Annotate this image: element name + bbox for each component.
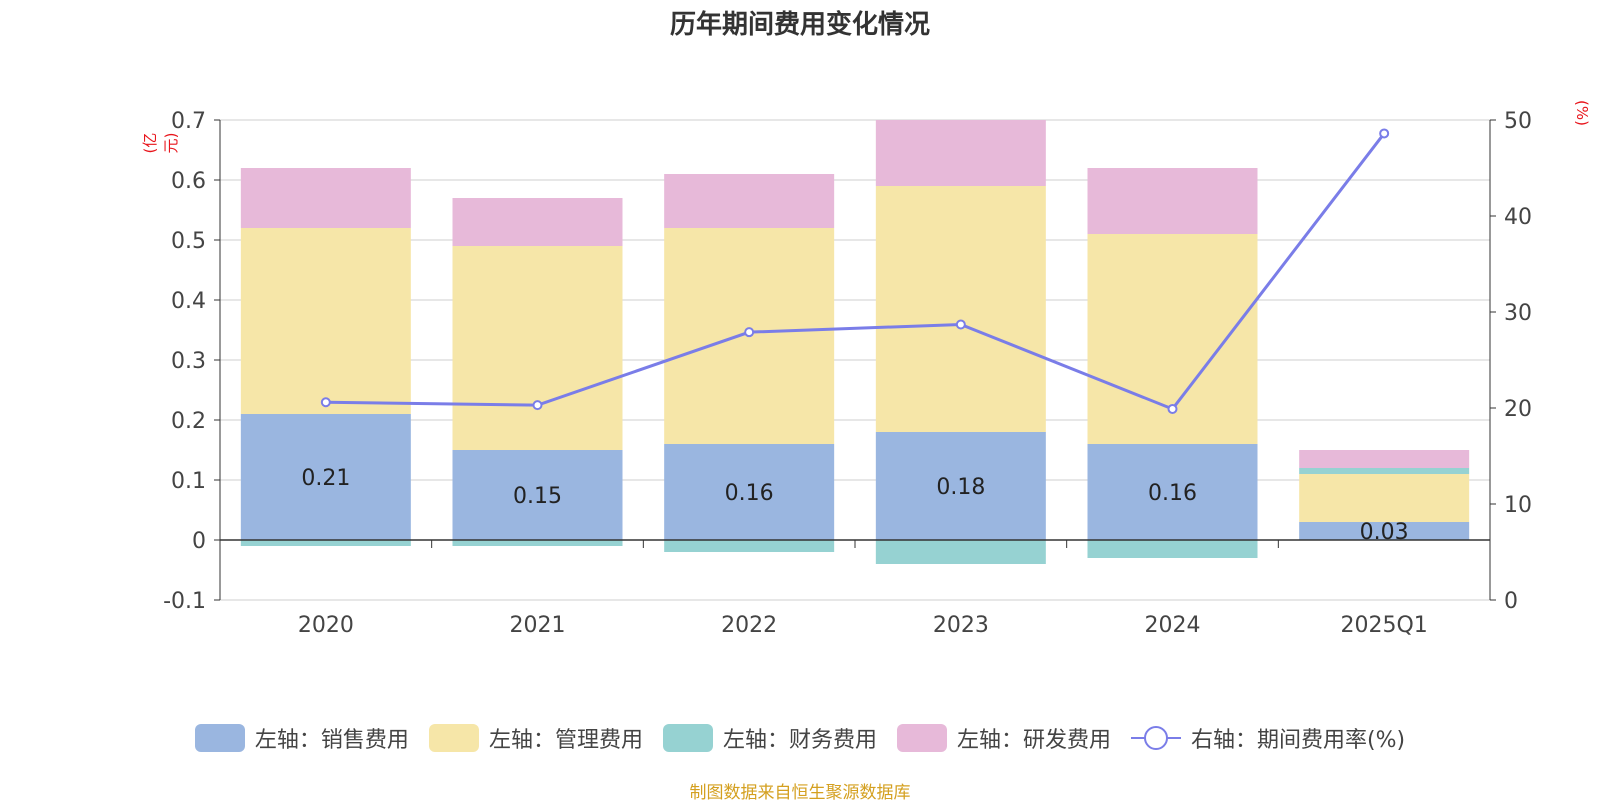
left-tick-label: 0.2 (171, 409, 206, 434)
right-tick-label: 30 (1504, 301, 1532, 326)
bar-rd (452, 198, 623, 246)
bar-mgmt (875, 186, 1046, 432)
legend-label-sales: 左轴：销售费用 (254, 728, 409, 753)
source-note: 制图数据来自恒生聚源数据库 (689, 783, 911, 803)
legend-line-marker (1143, 726, 1168, 750)
bar-fin (1087, 540, 1258, 558)
line-point-rate (1379, 128, 1390, 139)
bar-label-sales: 0.03 (1360, 520, 1409, 545)
line-point-rate (532, 400, 543, 411)
left-tick-label: 0.3 (171, 349, 206, 374)
legend-item-rd[interactable]: 左轴：研发费用 (896, 722, 1111, 754)
line-point-rate (1167, 403, 1178, 414)
left-tick-label: 0 (192, 529, 206, 554)
bar-label-sales: 0.16 (725, 481, 774, 506)
bar-fin (1299, 468, 1470, 474)
line-point-rate (320, 397, 331, 408)
right-tick-label: 50 (1504, 109, 1532, 134)
bar-fin (875, 540, 1046, 564)
legend-swatch-fin (662, 724, 713, 752)
bar-rd (875, 120, 1046, 186)
x-tick-label: 2020 (298, 613, 354, 638)
bar-label-sales: 0.21 (301, 466, 350, 491)
bar-label-sales: 0.16 (1148, 481, 1197, 506)
left-tick-label: 0.7 (171, 109, 206, 134)
x-tick-label: 2022 (721, 613, 777, 638)
legend-item-sales[interactable]: 左轴：销售费用 (194, 722, 409, 754)
bar-sales (240, 414, 411, 540)
chart-title: 历年期间费用变化情况 (669, 10, 930, 40)
legend-item-line[interactable]: 右轴：期间费用率(%) (1130, 722, 1406, 754)
legend-label-line: 右轴：期间费用率(%) (1190, 728, 1406, 753)
bar-sales (452, 450, 623, 540)
bar-rd (1299, 450, 1470, 468)
legend-line-icon (1130, 724, 1181, 752)
x-tick-label: 2025Q1 (1341, 613, 1428, 638)
bar-fin (664, 540, 835, 552)
right-tick-label: 40 (1504, 205, 1532, 230)
legend-label-fin: 左轴：财务费用 (722, 728, 877, 753)
legend-item-fin[interactable]: 左轴：财务费用 (662, 722, 877, 754)
bar-sales (875, 432, 1046, 540)
bar-label-sales: 0.18 (936, 475, 985, 500)
left-tick-label: 0.6 (171, 169, 206, 194)
legend-item-mgmt[interactable]: 左轴：管理费用 (428, 722, 643, 754)
bar-fin (240, 540, 411, 546)
left-tick-label: -0.1 (163, 589, 206, 614)
bar-fin (452, 540, 623, 546)
bar-rd (1087, 168, 1258, 234)
bar-sales (664, 444, 835, 540)
bar-sales (1087, 444, 1258, 540)
left-tick-label: 0.1 (171, 469, 206, 494)
legend-label-rd: 左轴：研发费用 (956, 728, 1111, 753)
x-tick-label: 2021 (510, 613, 566, 638)
bar-mgmt (1299, 474, 1470, 522)
bar-mgmt (452, 246, 623, 450)
line-point-rate (955, 319, 966, 330)
x-tick-label: 2023 (933, 613, 989, 638)
right-tick-label: 0 (1504, 589, 1518, 614)
x-tick-label: 2024 (1145, 613, 1201, 638)
left-tick-label: 0.5 (171, 229, 206, 254)
bar-rd (240, 168, 411, 228)
bar-mgmt (240, 228, 411, 414)
right-tick-label: 20 (1504, 397, 1532, 422)
left-tick-label: 0.4 (171, 289, 206, 314)
legend-swatch-sales (194, 724, 245, 752)
legend-swatch-rd (896, 724, 947, 752)
chart-canvas: -0.1 0 0.1 0.2 0.3 0.4 0.5 0.6 0.7 0 10 20 30 40 50 0.2… (163, 109, 1532, 638)
legend-swatch-mgmt (428, 724, 479, 752)
legend: 左轴：销售费用 左轴：管理费用 左轴：财务费用 左轴：研发费用 右轴：期间费用率… (0, 722, 1600, 754)
line-series-rate (325, 132, 1386, 411)
line-point-rate (744, 327, 755, 338)
legend-label-mgmt: 左轴：管理费用 (488, 728, 643, 753)
right-tick-label: 10 (1504, 493, 1532, 518)
bar-rd (664, 174, 835, 228)
bar-sales (1299, 522, 1470, 540)
bar-label-sales: 0.15 (513, 484, 562, 509)
